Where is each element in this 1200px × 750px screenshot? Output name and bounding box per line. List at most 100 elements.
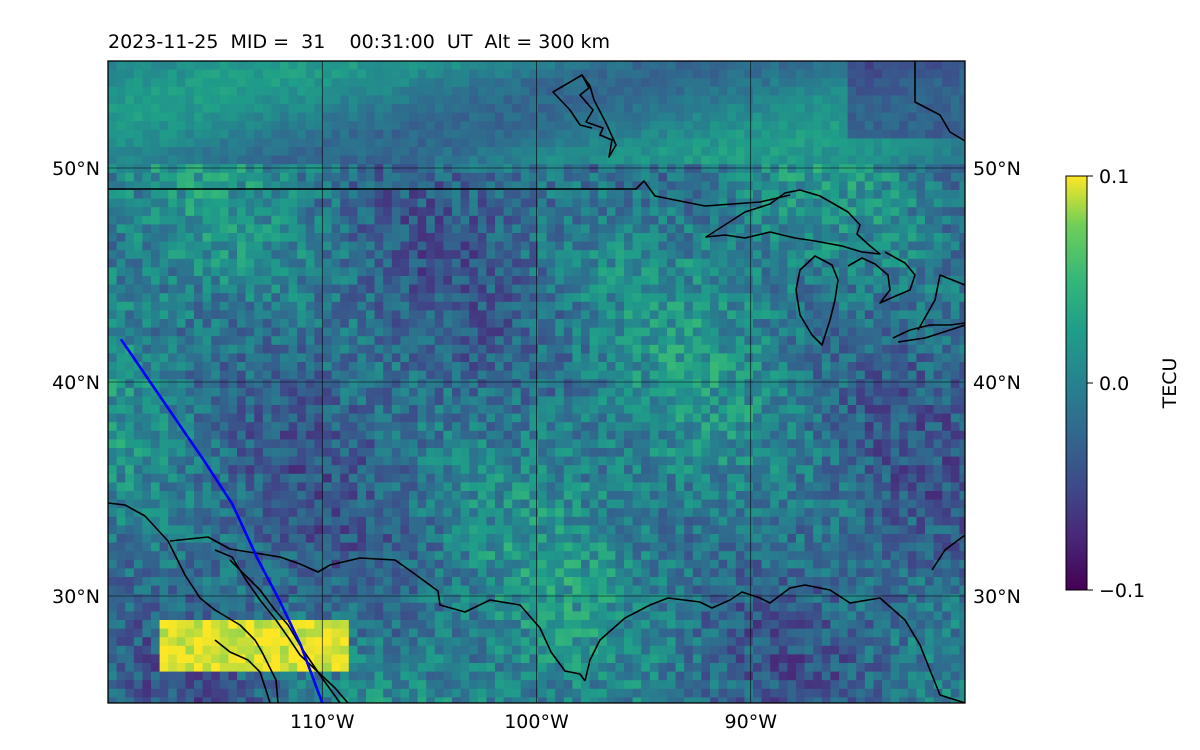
field-cell [512, 164, 522, 174]
field-cell [821, 301, 831, 311]
field-cell [907, 95, 917, 105]
field-cell [417, 336, 427, 346]
field-cell [847, 112, 857, 122]
field-cell [400, 172, 410, 182]
field-cell [942, 362, 952, 372]
field-cell [821, 473, 831, 483]
field-cell [667, 327, 677, 337]
field-cell [280, 164, 290, 174]
field-cell [116, 267, 126, 277]
field-cell [606, 370, 616, 380]
field-cell [417, 482, 427, 492]
field-cell [331, 258, 341, 268]
field-cell [477, 129, 487, 139]
field-cell [692, 473, 702, 483]
field-cell [202, 344, 212, 354]
field-cell [314, 104, 324, 114]
field-cell [469, 353, 479, 363]
field-cell [305, 293, 315, 303]
field-cell [916, 405, 926, 415]
field-cell [847, 370, 857, 380]
field-cell [624, 353, 634, 363]
field-cell [907, 250, 917, 260]
field-cell [262, 293, 272, 303]
field-cell [151, 284, 161, 294]
field-cell [409, 147, 419, 157]
field-cell [925, 78, 935, 88]
field-cell [254, 69, 264, 79]
field-cell [796, 258, 806, 268]
field-cell [503, 104, 513, 114]
field-cell [366, 482, 376, 492]
field-cell [116, 147, 126, 157]
field-cell [228, 465, 238, 475]
field-cell [323, 121, 333, 131]
field-cell [340, 86, 350, 96]
field-cell [314, 207, 324, 217]
field-cell [529, 164, 539, 174]
field-cell [469, 387, 479, 397]
field-cell [477, 387, 487, 397]
field-cell [331, 422, 341, 432]
field-cell [744, 413, 754, 423]
field-cell [529, 241, 539, 251]
field-cell [202, 379, 212, 389]
field-cell [529, 430, 539, 440]
field-cell [641, 258, 651, 268]
field-cell [735, 215, 745, 225]
field-cell [615, 267, 625, 277]
field-cell [314, 241, 324, 251]
field-cell [331, 233, 341, 243]
field-cell [409, 293, 419, 303]
field-cell [847, 396, 857, 406]
field-cell [598, 129, 608, 139]
field-cell [409, 172, 419, 182]
field-cell [262, 405, 272, 415]
field-cell [211, 310, 221, 320]
field-cell [830, 456, 840, 466]
field-cell [280, 215, 290, 225]
field-cell [314, 379, 324, 389]
field-cell [426, 61, 436, 71]
field-cell [529, 112, 539, 122]
field-cell [262, 250, 272, 260]
field-cell [391, 190, 401, 200]
field-cell [598, 207, 608, 217]
field-cell [667, 301, 677, 311]
field-cell [460, 224, 470, 234]
field-cell [632, 258, 642, 268]
field-cell [606, 293, 616, 303]
field-cell [710, 104, 720, 114]
field-cell [391, 172, 401, 182]
field-cell [357, 405, 367, 415]
field-cell [761, 129, 771, 139]
field-cell [787, 104, 797, 114]
field-cell [409, 336, 419, 346]
field-cell [254, 379, 264, 389]
field-cell [581, 129, 591, 139]
field-cell [357, 370, 367, 380]
field-cell [907, 284, 917, 294]
field-cell [710, 362, 720, 372]
field-cell [907, 439, 917, 449]
field-cell [133, 181, 143, 191]
field-cell [624, 233, 634, 243]
field-cell [606, 422, 616, 432]
field-cell [761, 422, 771, 432]
field-cell [882, 69, 892, 79]
field-cell [357, 473, 367, 483]
field-cell [366, 344, 376, 354]
field-cell [503, 207, 513, 217]
field-cell [202, 301, 212, 311]
field-cell [426, 172, 436, 182]
field-cell [727, 104, 737, 114]
field-cell [778, 112, 788, 122]
field-cell [864, 147, 874, 157]
field-cell [133, 155, 143, 165]
field-cell [839, 215, 849, 225]
field-cell [340, 250, 350, 260]
field-cell [168, 121, 178, 131]
field-cell [108, 362, 118, 372]
field-cell [907, 121, 917, 131]
field-cell [133, 190, 143, 200]
